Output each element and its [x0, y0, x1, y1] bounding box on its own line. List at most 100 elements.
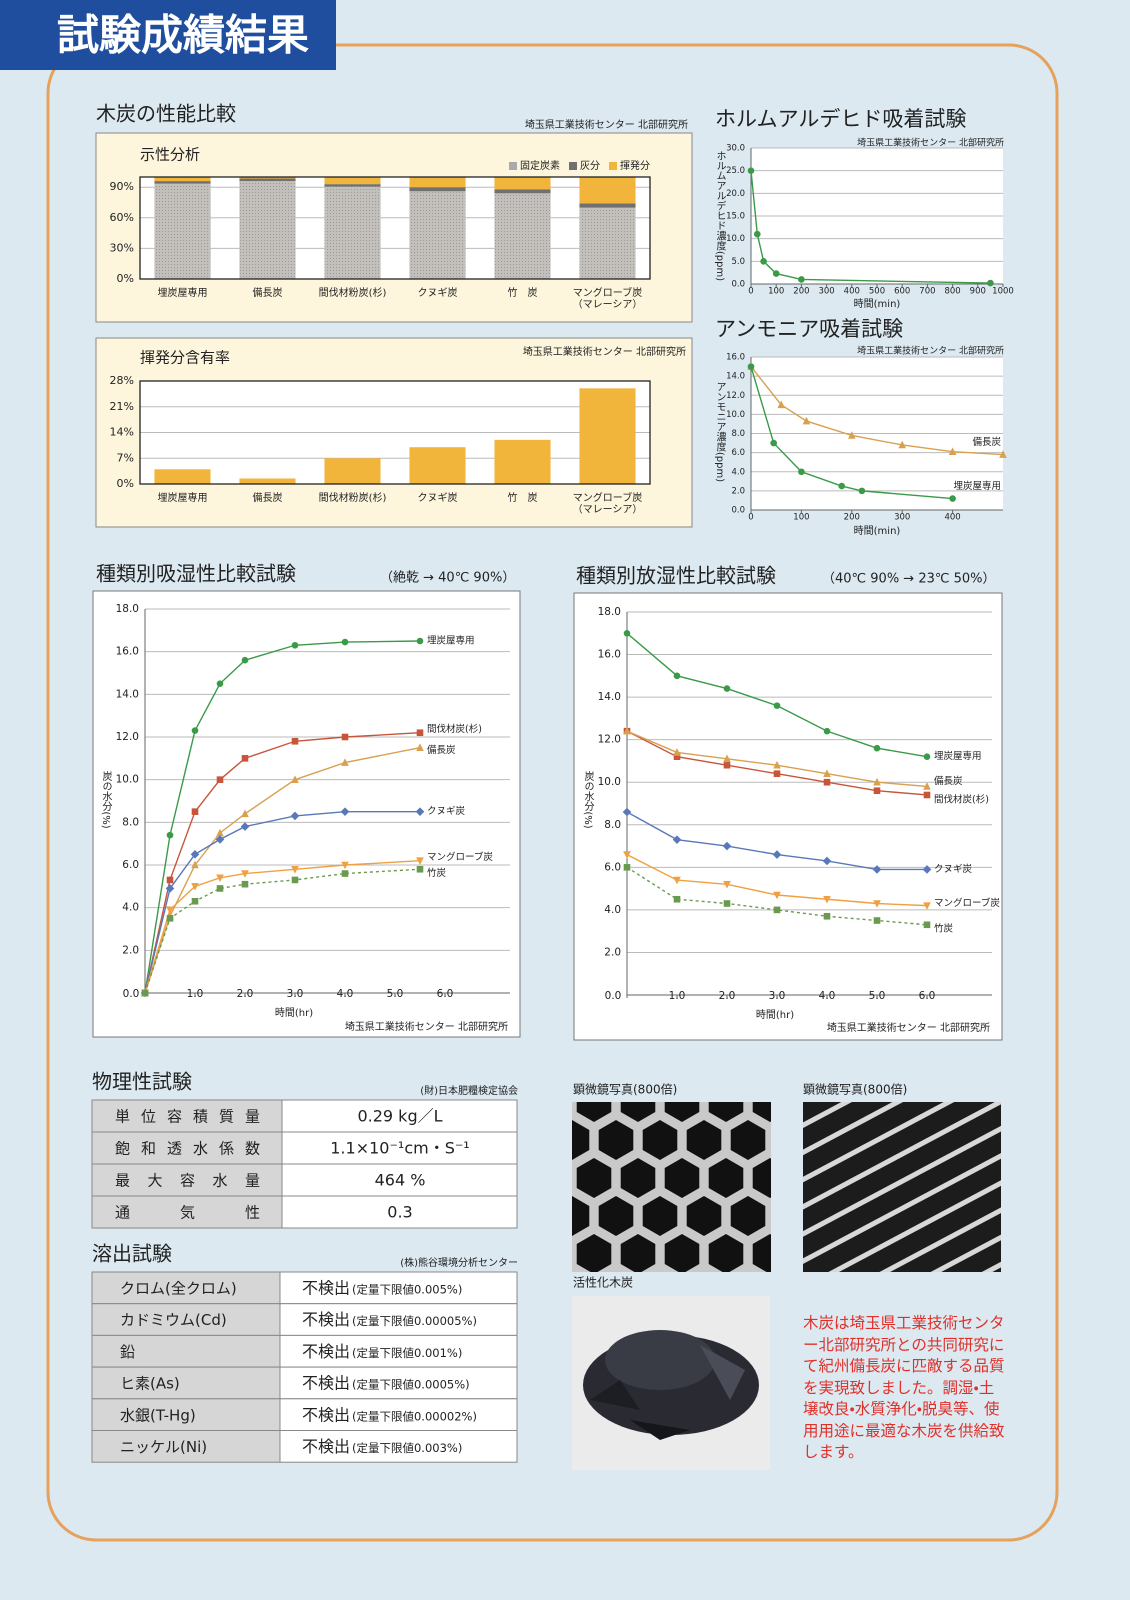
marker [772, 270, 780, 277]
marker [723, 881, 731, 889]
table-cell [281, 1099, 518, 1133]
x-tick-label: マングローブ炭（マレーシア） [573, 286, 643, 311]
x-tick-label: マングローブ炭（マレーシア） [573, 491, 643, 516]
y-tick-label: 16.0 [116, 646, 139, 658]
bar [494, 439, 551, 484]
marker [240, 822, 250, 831]
table-cell [279, 1271, 518, 1305]
table-value: 0.3 [387, 1203, 412, 1222]
marker [291, 876, 299, 884]
y-tick-label: 30% [110, 241, 134, 254]
table-label: ニッケル(Ni) [120, 1438, 207, 1456]
marker [987, 279, 994, 287]
marker [216, 680, 224, 687]
section-title: 木炭の性能比較 [96, 102, 236, 126]
y-tick-label: 10.0 [598, 776, 621, 788]
marker [341, 870, 349, 877]
series-line [750, 366, 953, 500]
y-tick-label: 8.0 [122, 816, 139, 828]
bar [239, 478, 296, 484]
bar-segment [239, 181, 296, 279]
y-tick-label: 0% [117, 477, 134, 490]
marker [341, 733, 349, 741]
marker [241, 870, 249, 878]
x-tick-label: 900 [970, 287, 986, 297]
y-tick-label: 4.0 [604, 904, 621, 916]
series-label: 間伐材炭(杉) [934, 793, 989, 805]
series-line [144, 868, 421, 994]
table-cell [279, 1398, 518, 1432]
series-label: 備長炭 [427, 744, 456, 756]
x-tick-label: 6.0 [437, 988, 454, 1000]
marker [290, 811, 300, 821]
x-tick-label: 備長炭 [253, 286, 283, 299]
marker [948, 447, 957, 455]
series-label: マングローブ炭 [427, 851, 493, 863]
x-axis-label: 時間(hr) [275, 1007, 313, 1019]
marker [923, 902, 931, 910]
chart-title: 種類別吸湿性比較試験 [96, 562, 296, 586]
table-note: (定量下限値0.003%) [352, 1441, 462, 1455]
x-tick-label: 間伐材粉炭(杉) [319, 286, 387, 299]
x-tick-label: 0 [748, 513, 753, 523]
marker [241, 755, 249, 762]
bar [579, 388, 636, 484]
marker [773, 770, 781, 778]
marker [216, 828, 224, 837]
bar [154, 469, 211, 484]
x-tick-label: 4.0 [337, 988, 354, 1000]
y-tick-label: 30.0 [726, 144, 745, 154]
x-axis-label: 時間(hr) [756, 1009, 794, 1021]
table-header-cell [91, 1334, 281, 1368]
marker [723, 761, 731, 769]
table-header-cell [91, 1303, 281, 1336]
series-line [144, 746, 421, 994]
marker [923, 791, 931, 799]
plot-frame [139, 380, 651, 485]
x-tick-label: 0 [748, 287, 753, 297]
series-line [144, 732, 421, 994]
marker [191, 897, 199, 905]
marker [673, 748, 681, 756]
marker [190, 850, 200, 859]
x-tick-label: 6.0 [919, 990, 936, 1002]
marker [848, 431, 856, 439]
marker [872, 865, 882, 874]
table-header-cell [91, 1163, 283, 1197]
marker [416, 743, 424, 751]
photo-stripes [803, 1102, 1001, 1272]
x-tick-label: 5.0 [387, 988, 404, 1000]
bar-segment [154, 183, 211, 279]
table-header-cell [91, 1195, 283, 1229]
marker [241, 880, 249, 888]
x-tick-label: 3.0 [287, 988, 304, 1000]
source: 埼玉県工業技術センター 北部研究所 [857, 137, 1004, 149]
table-label: 最大容水量 [115, 1172, 260, 1190]
chart-title: 種類別放湿性比較試験 [576, 564, 776, 588]
marker [898, 440, 906, 449]
y-tick-label: 5.0 [731, 257, 745, 267]
series-line [144, 810, 420, 994]
photo-caption: 活性化木炭 [573, 1276, 633, 1290]
x-tick-label: 1000 [992, 287, 1014, 297]
marker [873, 900, 881, 908]
plot-area [140, 177, 650, 279]
x-tick-label: 300 [894, 513, 910, 523]
y-tick-label: 2.0 [122, 944, 139, 956]
marker [923, 753, 931, 760]
bar-segment [154, 177, 211, 182]
y-tick-label: 12.0 [726, 391, 745, 401]
bar-segment [324, 177, 381, 185]
y-tick-label: 10.0 [726, 234, 745, 244]
photo-honeycomb [572, 1102, 771, 1272]
bar-segment [239, 178, 296, 182]
source: 埼玉県工業技術センター 北部研究所 [827, 1021, 990, 1034]
series-line [144, 640, 421, 994]
marker [673, 895, 681, 903]
x-tick-label: 200 [844, 513, 860, 523]
y-axis-label: ホルムアルデヒド濃度(ppm) [714, 151, 726, 282]
marker [166, 915, 174, 922]
chart-panel [92, 590, 521, 1038]
table-cell [279, 1303, 518, 1336]
series-label: 備長炭 [934, 775, 963, 787]
